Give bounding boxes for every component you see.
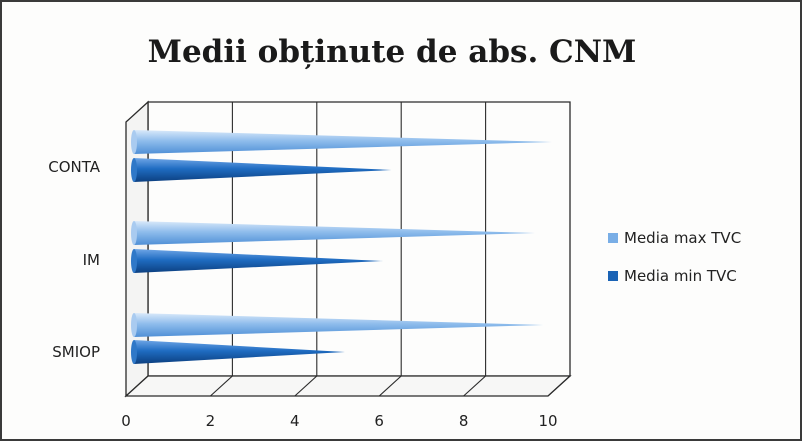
x-tick-label: 4 xyxy=(290,412,300,430)
legend-swatch xyxy=(608,233,618,243)
y-tick-label: IM xyxy=(83,251,100,269)
legend-label: Media min TVC xyxy=(624,267,737,285)
x-tick-label: 2 xyxy=(206,412,216,430)
x-tick-label: 8 xyxy=(459,412,469,430)
bar-base xyxy=(131,313,137,337)
bar-media-max-tvc xyxy=(134,221,535,245)
bar-base xyxy=(131,130,137,154)
floor-gridline xyxy=(210,375,233,397)
chart-title: Medii obținute de abs. CNM xyxy=(148,34,637,70)
floor-gridline xyxy=(547,375,571,397)
x-tick-label: 6 xyxy=(374,412,384,430)
bar-base xyxy=(131,340,137,364)
bar-base xyxy=(131,158,137,182)
legend-swatch xyxy=(608,271,618,281)
floor-gridline xyxy=(378,375,402,397)
axis-ticks: 0 2 4 6 8 10 CONTA IM SMIOP xyxy=(48,158,557,430)
series-marks xyxy=(131,130,552,364)
bar-media-max-tvc xyxy=(134,313,544,337)
floor-gridline xyxy=(463,375,486,397)
floor-gridline xyxy=(294,375,318,397)
bar-media-min-tvc xyxy=(134,249,383,273)
legend: Media max TVC Media min TVC xyxy=(608,229,741,285)
bar-media-min-tvc xyxy=(134,158,392,182)
bar-base xyxy=(131,221,137,245)
x-tick-label: 0 xyxy=(121,412,131,430)
y-tick-label: CONTA xyxy=(48,158,100,176)
y-tick-label: SMIOP xyxy=(52,343,100,361)
x-tick-label: 10 xyxy=(538,412,557,430)
bar-media-max-tvc xyxy=(134,130,552,154)
bar-media-min-tvc xyxy=(134,340,345,364)
bar-base xyxy=(131,249,137,273)
legend-label: Media max TVC xyxy=(624,229,741,247)
